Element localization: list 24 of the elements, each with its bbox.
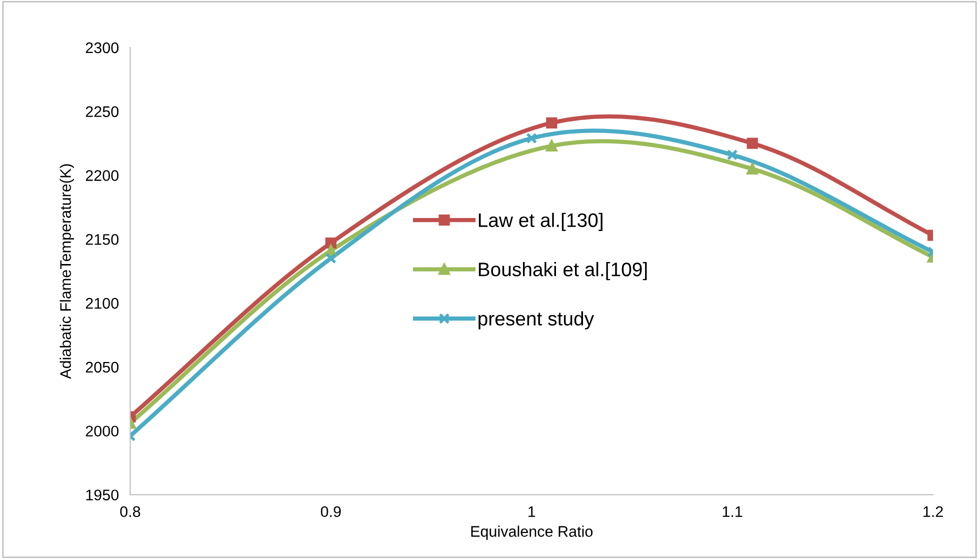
point xyxy=(546,140,558,152)
x-tick-label: 1 xyxy=(528,506,536,517)
x-axis-title: Equivalence Ratio xyxy=(471,526,593,540)
y-tick-label: 2300 xyxy=(86,42,118,54)
point xyxy=(526,132,538,144)
point xyxy=(746,138,758,149)
legend-label: Law et al.[130] xyxy=(478,212,602,231)
legend-label: present study xyxy=(478,311,594,330)
y-tick-label: 1950 xyxy=(86,490,118,500)
y-tick-label: 2100 xyxy=(86,298,118,309)
x-tick-label: 0.8 xyxy=(120,506,140,518)
y-tick-label: 2150 xyxy=(86,234,118,245)
point xyxy=(726,149,738,160)
x-tick-label: 0.9 xyxy=(320,506,341,518)
x-tick-label: 1.1 xyxy=(722,506,742,517)
y-tick-label: 2250 xyxy=(86,106,118,118)
legend-label: Boushaki et al.[109] xyxy=(478,262,647,280)
y-tick-label: 2000 xyxy=(86,426,118,437)
x-tick-label: 1.2 xyxy=(924,506,943,517)
y-axis-title: Adiabatic FlameTemperature(K) xyxy=(60,164,74,379)
y-tick-label: 2200 xyxy=(86,170,118,181)
point xyxy=(746,163,758,174)
point xyxy=(546,117,558,128)
y-tick-label: 2050 xyxy=(86,362,118,373)
